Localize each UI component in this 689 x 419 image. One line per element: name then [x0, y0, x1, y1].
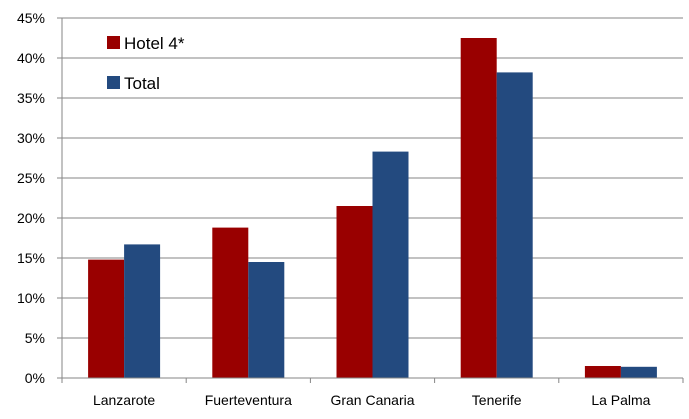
- x-tick-label: Fuerteventura: [205, 392, 292, 408]
- y-tick-label: 45%: [17, 10, 45, 26]
- y-tick-labels: 0% 5% 10% 15% 20% 25% 30% 35% 40% 45%: [17, 10, 45, 386]
- legend-swatch: [107, 36, 120, 49]
- y-tick-label: 20%: [17, 210, 45, 226]
- x-tick-label: Lanzarote: [93, 392, 155, 408]
- bar-hotel-4: [212, 227, 249, 378]
- legend-label: Hotel 4*: [124, 34, 185, 53]
- bars: [88, 38, 657, 379]
- y-tick-label: 40%: [17, 50, 45, 66]
- x-tick-label: La Palma: [591, 392, 650, 408]
- bar-total: [620, 366, 657, 378]
- y-tick-label: 0%: [25, 370, 45, 386]
- y-tick-label: 15%: [17, 250, 45, 266]
- y-tick-label: 10%: [17, 290, 45, 306]
- bar-total: [124, 244, 161, 378]
- y-tick-label: 30%: [17, 130, 45, 146]
- bar-hotel-4: [460, 38, 497, 378]
- bar-total: [496, 72, 533, 379]
- bar-hotel-4: [336, 206, 373, 378]
- legend-label: Total: [124, 74, 160, 93]
- bar-total: [372, 151, 409, 378]
- bar-total: [248, 262, 285, 378]
- axes: [57, 17, 684, 383]
- y-tick-label: 25%: [17, 170, 45, 186]
- bar-hotel-4: [584, 366, 621, 378]
- bar-hotel-4: [88, 259, 125, 378]
- legend: Hotel 4* Total: [107, 34, 185, 93]
- x-tick-label: Tenerife: [472, 392, 522, 408]
- x-tick-label: Gran Canaria: [330, 392, 414, 408]
- legend-swatch: [107, 76, 120, 89]
- x-tick-labels: Lanzarote Fuerteventura Gran Canaria Teneri…: [93, 392, 651, 408]
- y-tick-label: 35%: [17, 90, 45, 106]
- y-tick-label: 5%: [25, 330, 45, 346]
